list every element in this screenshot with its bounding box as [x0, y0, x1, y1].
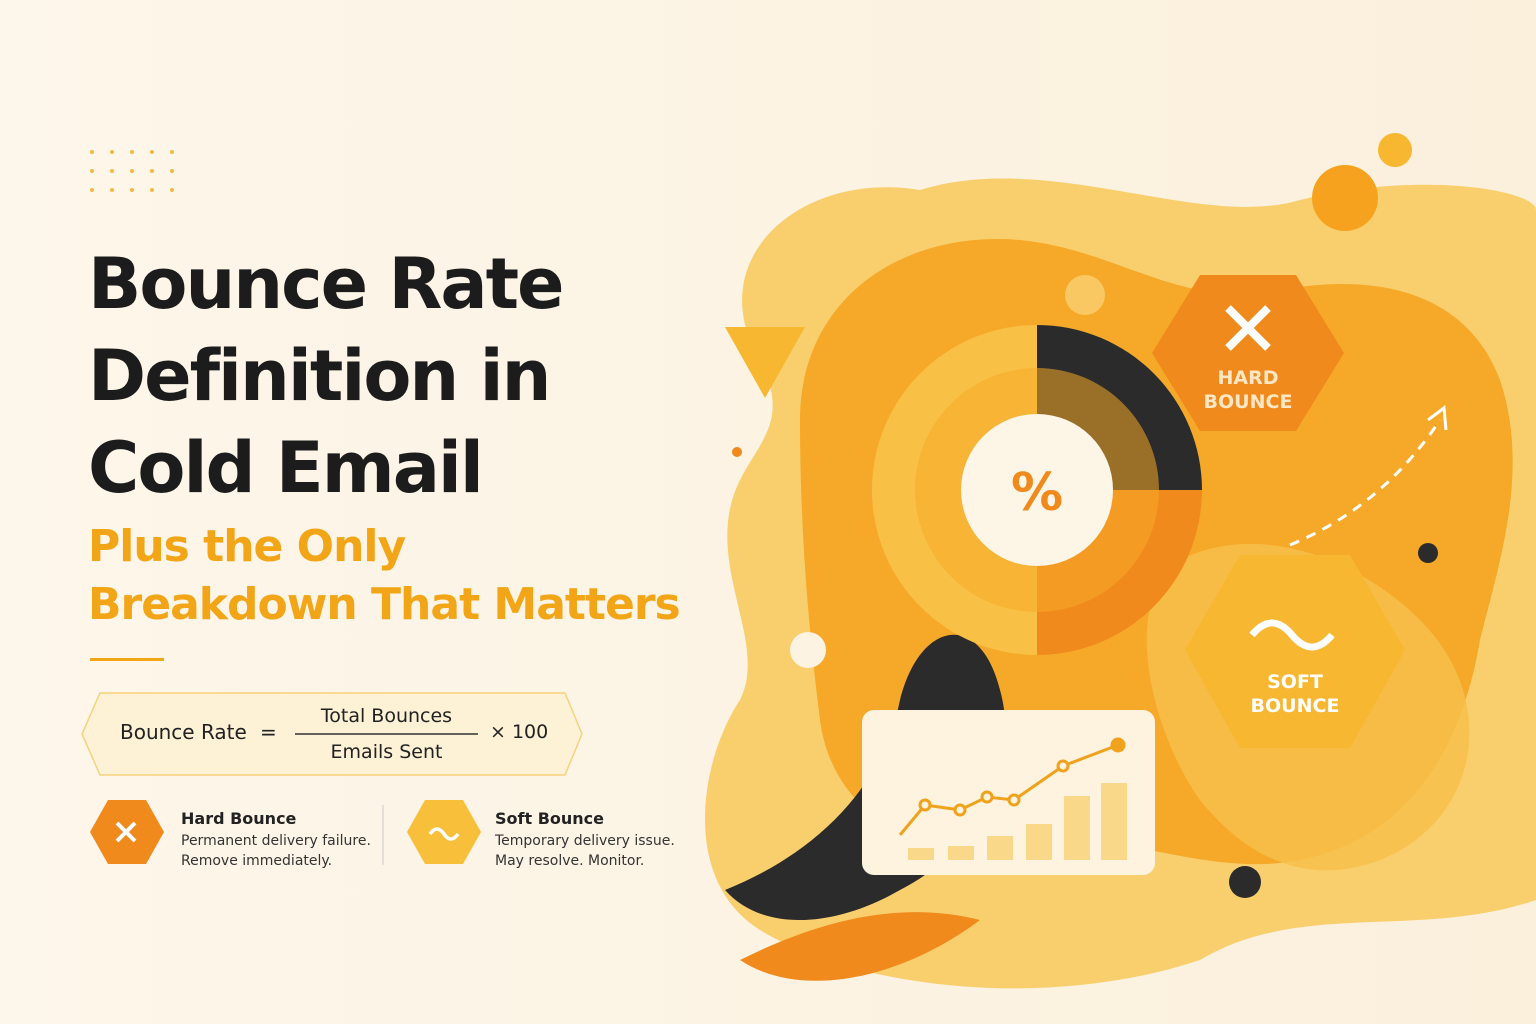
dot — [1312, 165, 1378, 231]
title-line: Cold Email — [88, 427, 484, 509]
subtitle-line: Breakdown That Matters — [88, 579, 681, 630]
donut-center — [961, 414, 1113, 566]
formula-denominator: Emails Sent — [330, 741, 443, 763]
formula-numerator: Total Bounces — [320, 705, 453, 727]
blob-bottom — [740, 912, 980, 981]
legend-item: Hard Bounce Permanent delivery failure. … — [181, 809, 371, 871]
legend-line: Permanent delivery failure. — [181, 833, 371, 849]
subtitle: Plus the Only Breakdown That Matters — [88, 518, 681, 634]
triangle — [725, 327, 805, 398]
badge-text: BOUNCE — [1204, 391, 1293, 413]
formula-equals: = — [260, 720, 277, 744]
hard-badge — [1152, 275, 1344, 431]
soft-badge — [1185, 555, 1405, 748]
badge-text: BOUNCE — [1251, 695, 1340, 717]
legend-item: Soft Bounce Temporary delivery issue. Ma… — [495, 809, 675, 871]
dot — [1229, 866, 1261, 898]
dot — [790, 632, 826, 668]
dashed-arrow — [1289, 419, 1442, 547]
arrow-head — [1427, 405, 1448, 431]
card-bars — [908, 783, 1127, 860]
title: Bounce Rate Definition in Cold Email — [88, 238, 565, 514]
dot — [732, 447, 742, 457]
dot-grid — [90, 150, 174, 192]
x-icon — [1225, 305, 1271, 351]
legend-line: May resolve. Monitor. — [495, 853, 645, 869]
legend-title: Hard Bounce — [181, 809, 297, 828]
badge-text: SOFT — [1267, 671, 1323, 693]
card-points — [918, 737, 1126, 817]
legend-line: Remove immediately. — [181, 853, 333, 869]
x-icon — [115, 821, 137, 843]
wave-icon — [1249, 619, 1335, 651]
title-line: Bounce Rate — [88, 243, 565, 325]
wave-icon — [428, 827, 460, 841]
legend-title: Soft Bounce — [495, 809, 604, 828]
badge-text: HARD — [1217, 367, 1278, 389]
dot — [1065, 275, 1105, 315]
title-line: Definition in — [88, 335, 551, 417]
divider — [90, 658, 164, 661]
dot — [1378, 133, 1412, 167]
dot — [1418, 543, 1438, 563]
percent-sign: % — [1011, 463, 1063, 523]
subtitle-line: Plus the Only — [88, 521, 406, 572]
legend-line: Temporary delivery issue. — [495, 833, 675, 849]
formula-left: Bounce Rate — [120, 720, 247, 744]
formula-multiplier: × 100 — [490, 721, 549, 743]
